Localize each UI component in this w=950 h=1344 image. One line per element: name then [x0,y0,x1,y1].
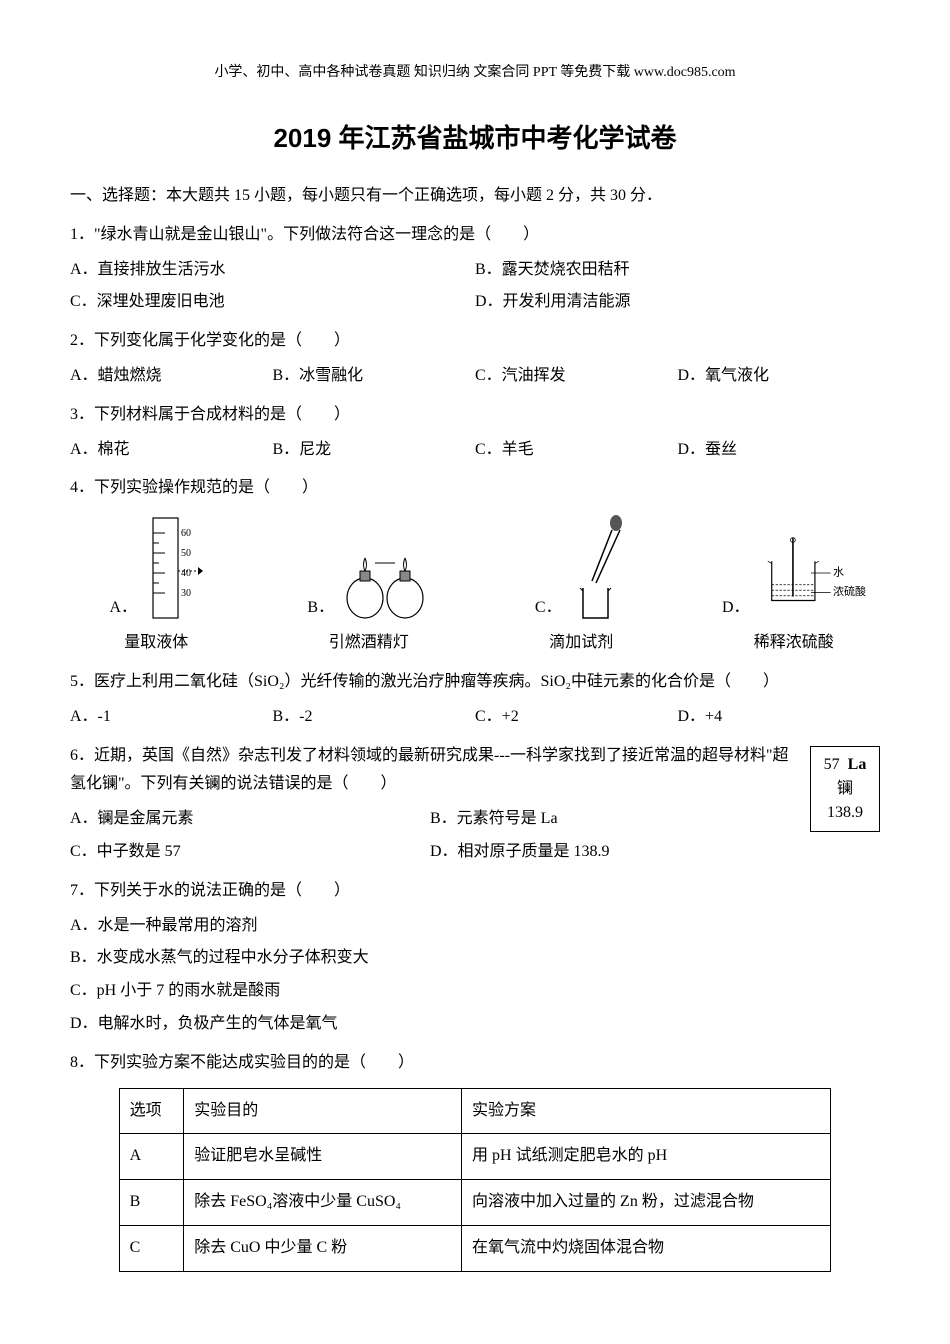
th-0: 选项 [119,1088,184,1134]
q7-optC: C．pH 小于 7 的雨水就是酸雨 [70,975,880,1008]
q4-captionC: 滴加试剂 [549,629,613,658]
q6-optB: B．元素符号是 La [430,803,790,836]
td: B [119,1180,184,1226]
q3-optC: C．羊毛 [475,434,678,467]
q7-text: 7．下列关于水的说法正确的是（ ） [70,877,880,906]
svg-text:30: 30 [181,588,191,599]
q5-optD: D．+4 [678,701,881,734]
beaker-icon: 水 浓硫酸 [756,523,866,623]
question-7: 7．下列关于水的说法正确的是（ ） A．水是一种最常用的溶剂 B．水变成水蒸气的… [70,877,880,1041]
q3-options: A．棉花 B．尼龙 C．羊毛 D．蚕丝 [70,434,880,467]
q8-table: 选项 实验目的 实验方案 A 验证肥皂水呈碱性 用 pH 试纸测定肥皂水的 pH… [119,1088,832,1272]
td: 用 pH 试纸测定肥皂水的 pH [462,1134,831,1180]
q4-optD-label: D． [722,594,750,623]
td: 除去 CuO 中少量 C 粉 [184,1225,462,1271]
q7-optA: A．水是一种最常用的溶剂 [70,910,880,943]
header-info: 小学、初中、高中各种试卷真题 知识归纳 文案合同 PPT 等免费下载 www.d… [70,60,880,85]
td: C [119,1225,184,1271]
question-6: 6．近期，英国《自然》杂志刊发了材料领域的最新研究成果---一科学家找到了接近常… [70,742,880,869]
q4-optB-label: B． [307,594,334,623]
q5-optA: A．-1 [70,701,273,734]
cylinder-icon: 60 50 40 30 [143,513,203,623]
q4-figC: C． 滴加试剂 [495,513,668,658]
element-card: 57 La 镧 138.9 [810,746,880,832]
table-header-row: 选项 实验目的 实验方案 [119,1088,831,1134]
question-3: 3．下列材料属于合成材料的是（ ） A．棉花 B．尼龙 C．羊毛 D．蚕丝 [70,401,880,467]
q6-text: 6．近期，英国《自然》杂志刊发了材料领域的最新研究成果---一科学家找到了接近常… [70,742,790,800]
q2-optC: C．汽油挥发 [475,360,678,393]
section-header: 一、选择题：本大题共 15 小题，每小题只有一个正确选项，每小题 2 分，共 3… [70,182,880,211]
element-number: 57 [824,756,840,773]
q5-optC: C．+2 [475,701,678,734]
q3-optA: A．棉花 [70,434,273,467]
element-mass: 138.9 [821,801,869,825]
q1-optA: A．直接排放生活污水 [70,254,475,287]
q4-figB: B． 引燃酒精灯 [283,523,456,658]
svg-text:40: 40 [181,568,191,579]
q7-optD: D．电解水时，负极产生的气体是氧气 [70,1008,880,1041]
q4-text: 4．下列实验操作规范的是（ ） [70,474,880,503]
q8-text: 8．下列实验方案不能达成实验目的的是（ ） [70,1049,880,1078]
q6-optD: D．相对原子质量是 138.9 [430,836,790,869]
question-5: 5．医疗上利用二氧化硅（SiO₂）光纤传输的激光治疗肿瘤等疾病。SiO₂中硅元素… [70,668,880,734]
q7-optB: B．水变成水蒸气的过程中水分子体积变大 [70,942,880,975]
svg-text:60: 60 [181,528,191,539]
q3-text: 3．下列材料属于合成材料的是（ ） [70,401,880,430]
question-1: 1．"绿水青山就是金山银山"。下列做法符合这一理念的是（ ） A．直接排放生活污… [70,221,880,319]
q4-captionA: 量取液体 [124,629,188,658]
q2-optB: B．冰雪融化 [273,360,476,393]
td: 除去 FeSO₄溶液中少量 CuSO₄ [184,1180,462,1226]
q4-captionD: 稀释浓硫酸 [754,629,834,658]
svg-text:50: 50 [181,548,191,559]
element-symbol: La [848,756,867,773]
td: 在氧气流中灼烧固体混合物 [462,1225,831,1271]
q1-text: 1．"绿水青山就是金山银山"。下列做法符合这一理念的是（ ） [70,221,880,250]
svg-text:水: 水 [833,566,844,579]
td: A [119,1134,184,1180]
q5-text: 5．医疗上利用二氧化硅（SiO₂）光纤传输的激光治疗肿瘤等疾病。SiO₂中硅元素… [70,668,880,697]
q2-text: 2．下列变化属于化学变化的是（ ） [70,327,880,356]
q1-optB: B．露天焚烧农田秸秆 [475,254,880,287]
page-title: 2019 年江苏省盐城市中考化学试卷 [70,115,880,162]
question-8: 8．下列实验方案不能达成实验目的的是（ ） 选项 实验目的 实验方案 A 验证肥… [70,1049,880,1272]
table-row: C 除去 CuO 中少量 C 粉 在氧气流中灼烧固体混合物 [119,1225,831,1271]
q3-optD: D．蚕丝 [678,434,881,467]
q1-optC: C．深埋处理废旧电池 [70,286,475,319]
burner-icon [340,523,430,623]
td: 向溶液中加入过量的 Zn 粉，过滤混合物 [462,1180,831,1226]
q4-figures: A． 60 50 40 30 量取液体 [70,513,880,658]
th-2: 实验方案 [462,1088,831,1134]
q2-optD: D．氧气液化 [678,360,881,393]
th-1: 实验目的 [184,1088,462,1134]
q4-optA-label: A． [109,594,137,623]
question-4: 4．下列实验操作规范的是（ ） A． 60 50 40 30 [70,474,880,658]
element-name-cn: 镧 [821,777,869,801]
q4-optC-label: C． [535,594,562,623]
q2-optA: A．蜡烛燃烧 [70,360,273,393]
q4-figA: A． 60 50 40 30 量取液体 [70,513,243,658]
dropper-icon [568,513,628,623]
q6-optA: A．镧是金属元素 [70,803,430,836]
td: 验证肥皂水呈碱性 [184,1134,462,1180]
q3-optB: B．尼龙 [273,434,476,467]
q6-optC: C．中子数是 57 [70,836,430,869]
q4-figD: D． 水 浓硫酸 稀释浓硫酸 [708,523,881,658]
svg-text:浓硫酸: 浓硫酸 [833,584,866,598]
q5-optB: B．-2 [273,701,476,734]
q5-options: A．-1 B．-2 C．+2 D．+4 [70,701,880,734]
q1-options: A．直接排放生活污水 B．露天焚烧农田秸秆 C．深埋处理废旧电池 D．开发利用清… [70,254,880,320]
q2-options: A．蜡烛燃烧 B．冰雪融化 C．汽油挥发 D．氧气液化 [70,360,880,393]
q7-options: A．水是一种最常用的溶剂 B．水变成水蒸气的过程中水分子体积变大 C．pH 小于… [70,910,880,1041]
table-row: B 除去 FeSO₄溶液中少量 CuSO₄ 向溶液中加入过量的 Zn 粉，过滤混… [119,1180,831,1226]
q6-options: A．镧是金属元素 B．元素符号是 La C．中子数是 57 D．相对原子质量是 … [70,803,790,869]
table-row: A 验证肥皂水呈碱性 用 pH 试纸测定肥皂水的 pH [119,1134,831,1180]
q1-optD: D．开发利用清洁能源 [475,286,880,319]
question-2: 2．下列变化属于化学变化的是（ ） A．蜡烛燃烧 B．冰雪融化 C．汽油挥发 D… [70,327,880,393]
q4-captionB: 引燃酒精灯 [329,629,409,658]
